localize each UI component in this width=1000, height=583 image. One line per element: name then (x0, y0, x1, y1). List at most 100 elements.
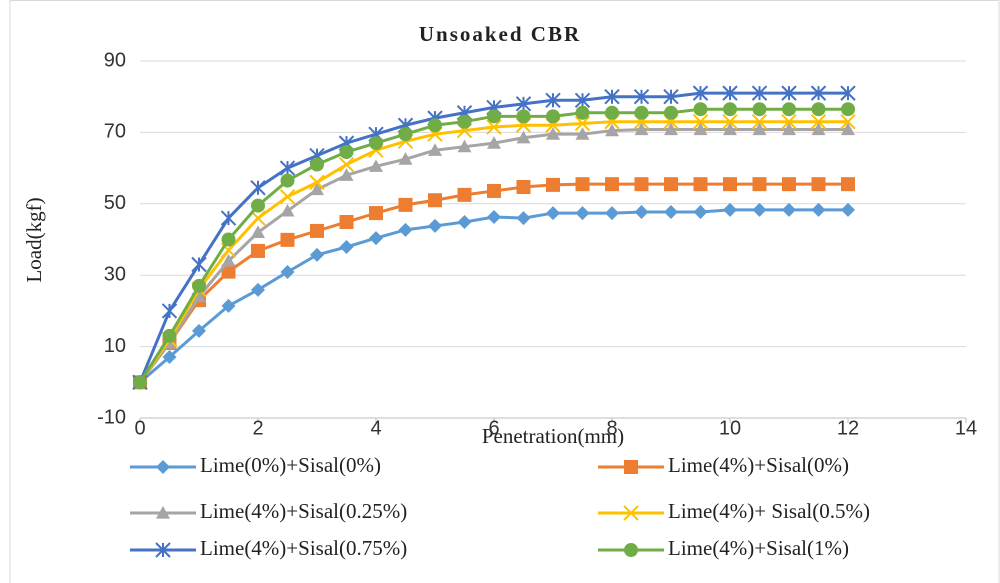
triangle (310, 182, 324, 196)
marker (310, 182, 324, 196)
cross (250, 210, 266, 226)
x-tick-label: 0 (134, 417, 145, 439)
marker (723, 202, 737, 217)
marker (310, 223, 324, 238)
marker (575, 177, 590, 192)
marker (751, 113, 768, 130)
marker (487, 136, 501, 149)
asterisk (840, 85, 856, 101)
marker (811, 202, 826, 217)
marker (841, 102, 855, 117)
cross (722, 113, 738, 130)
circle (782, 102, 796, 117)
marker (457, 139, 472, 153)
marker (338, 156, 355, 173)
diamond (487, 210, 501, 225)
triangle (428, 143, 442, 156)
asterisk (781, 85, 797, 101)
y-tick-label: 90 (104, 49, 126, 71)
marker (810, 85, 827, 101)
circle (634, 105, 649, 120)
cross (338, 156, 355, 173)
marker (487, 109, 501, 124)
marker (664, 177, 678, 192)
square (487, 183, 501, 198)
square (575, 177, 590, 192)
diamond (339, 239, 354, 254)
asterisk (191, 256, 207, 273)
asterisk (722, 85, 738, 101)
diamond (752, 202, 767, 217)
x-tick-label: 8 (606, 417, 617, 439)
legend-label: Lime(0%)+Sisal(0%) (200, 453, 381, 477)
legend-item: Lime(4%)+Sisal(1%) (598, 536, 849, 560)
x-tick-label: 10 (719, 417, 741, 439)
legend: Lime(0%)+Sisal(0%) Lime(4%)+Sisal(0%) Lime… (130, 453, 870, 560)
marker (604, 88, 620, 105)
x-tick-label: 12 (837, 417, 859, 439)
diamond (156, 460, 170, 474)
circle (457, 114, 472, 129)
marker (339, 168, 354, 181)
square (811, 177, 826, 192)
marker (692, 85, 709, 101)
marker (155, 542, 171, 558)
diamond (516, 211, 531, 226)
diamond (192, 323, 206, 338)
diamond (221, 298, 236, 313)
marker (428, 218, 442, 233)
diamond (310, 247, 324, 262)
square (693, 177, 708, 192)
asterisk (220, 210, 237, 226)
legend-label: Lime(4%)+ Sisal(0.5%) (668, 499, 870, 523)
marker (398, 197, 413, 212)
triangle (221, 253, 236, 267)
marker (663, 88, 679, 105)
asterisk (633, 88, 650, 105)
diamond (369, 231, 383, 246)
marker (693, 102, 708, 117)
marker (574, 115, 591, 132)
marker (339, 239, 354, 254)
x-tick-label: 6 (488, 417, 499, 439)
marker (369, 159, 383, 172)
circle (752, 102, 767, 117)
cross (279, 188, 296, 205)
triangle (664, 122, 678, 136)
marker (369, 231, 383, 246)
marker (457, 114, 472, 129)
triangle (841, 122, 855, 136)
legend-item: Lime(4%)+Sisal(0.25%) (130, 499, 407, 523)
triangle (575, 127, 590, 140)
marker (634, 105, 649, 120)
circle (280, 173, 295, 188)
marker (634, 177, 649, 192)
marker (782, 122, 796, 136)
circle (516, 109, 531, 124)
marker (161, 303, 178, 319)
marker (398, 222, 413, 237)
diamond (162, 349, 177, 364)
y-tick-label: 10 (104, 335, 126, 357)
triangle (457, 139, 472, 153)
asterisk (155, 542, 171, 558)
marker (156, 506, 170, 519)
triangle (723, 122, 737, 136)
marker (575, 105, 590, 120)
chart-title: Unsoaked CBR (419, 22, 581, 46)
diamond (693, 205, 708, 220)
marker (574, 92, 591, 108)
diamond (605, 206, 619, 221)
marker (251, 225, 265, 238)
diamond (723, 202, 737, 217)
x-tick-label: 14 (955, 417, 977, 439)
marker (841, 202, 855, 217)
asterisk (545, 92, 561, 108)
marker (280, 264, 295, 279)
marker (487, 210, 501, 225)
square (723, 177, 737, 192)
diamond (575, 206, 590, 221)
circle (605, 105, 619, 120)
marker (310, 157, 324, 172)
square (516, 180, 531, 195)
